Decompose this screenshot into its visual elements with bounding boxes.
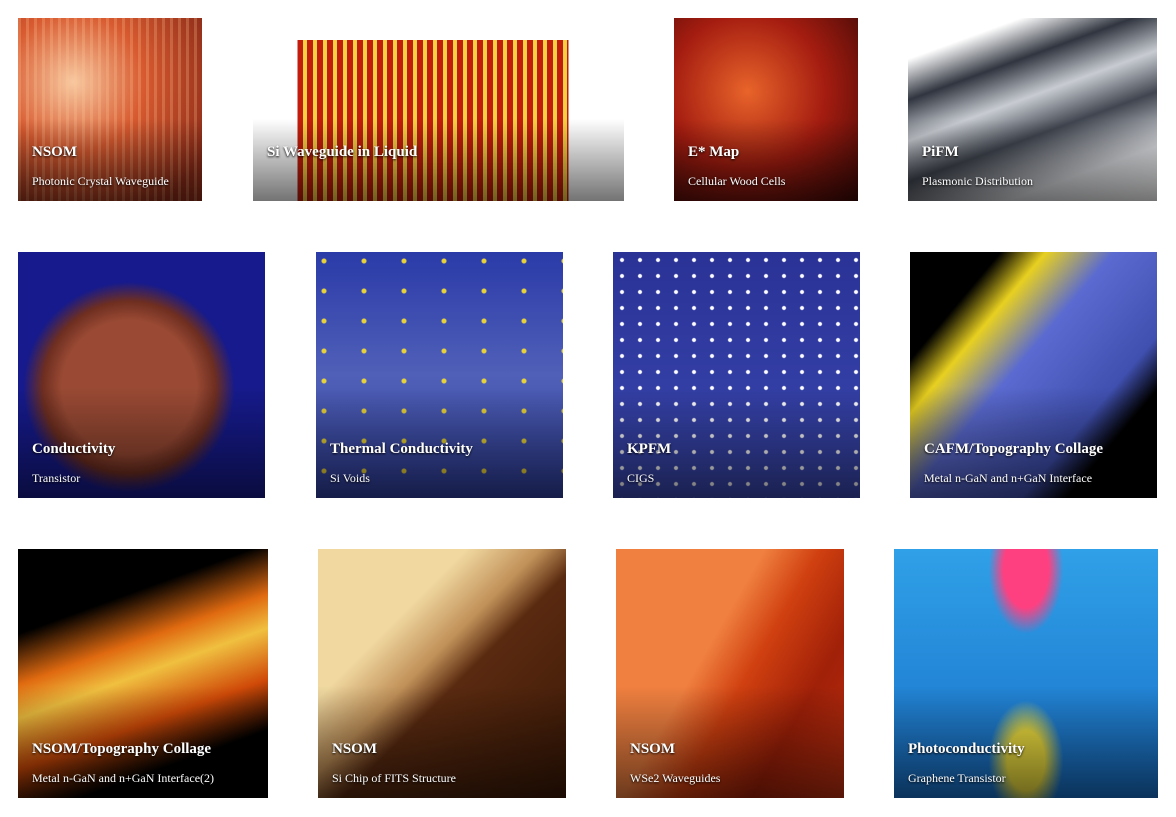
tile-subtitle: Graphene Transistor — [908, 771, 1006, 785]
tile-title: NSOM — [32, 144, 77, 160]
tile-title: PiFM — [922, 144, 959, 160]
tile-subtitle: Metal n-GaN and n+GaN Interface(2) — [32, 771, 215, 785]
caption-shade — [910, 387, 1157, 498]
gallery-tile[interactable]: NSOM/Topography Collage Metal n-GaN and n… — [18, 549, 268, 798]
tile-title: NSOM/Topography Collage — [32, 741, 212, 757]
tile-subtitle: WSe2 Waveguides — [630, 771, 721, 785]
gallery-tile[interactable]: Conductivity Transistor — [18, 252, 265, 498]
tile-title: CAFM/Topography Collage — [924, 441, 1104, 457]
gallery-tile[interactable]: NSOM Si Chip of FITS Structure — [318, 549, 566, 798]
tile-title: Conductivity — [32, 441, 116, 457]
gallery-tile[interactable]: NSOM Photonic Crystal Waveguide — [18, 18, 202, 201]
tile-title: NSOM — [332, 741, 377, 757]
tile-title: Si Waveguide in Liquid — [267, 144, 418, 160]
gallery-tile[interactable]: Photoconductivity Graphene Transistor — [894, 549, 1158, 798]
gallery-tile[interactable]: PiFM Plasmonic Distribution — [908, 18, 1157, 201]
tile-subtitle: Si Chip of FITS Structure — [332, 771, 457, 785]
gallery-tile[interactable]: E* Map Cellular Wood Cells — [674, 18, 858, 201]
tile-title: NSOM — [630, 741, 675, 757]
caption-shade — [908, 118, 1157, 201]
tile-subtitle: Si Voids — [330, 471, 370, 485]
gallery-tile[interactable]: Si Waveguide in Liquid — [253, 18, 624, 201]
gallery-tile[interactable]: KPFM CIGS — [613, 252, 860, 498]
tile-title: Photoconductivity — [908, 741, 1025, 757]
gallery-tile[interactable]: NSOM WSe2 Waveguides — [616, 549, 844, 798]
caption-shade — [18, 685, 268, 798]
tile-subtitle: CIGS — [627, 471, 655, 485]
caption-shade — [318, 685, 566, 798]
tile-subtitle: Cellular Wood Cells — [688, 174, 786, 188]
tile-subtitle: Transistor — [32, 471, 81, 485]
caption-shade — [18, 387, 265, 498]
caption-shade — [613, 387, 860, 498]
gallery-tile[interactable]: Thermal Conductivity Si Voids — [316, 252, 563, 498]
caption-shade — [894, 685, 1158, 798]
tile-subtitle: Photonic Crystal Waveguide — [32, 174, 169, 188]
tile-title: Thermal Conductivity — [330, 441, 473, 457]
caption-shade — [18, 118, 202, 201]
tile-subtitle: Metal n-GaN and n+GaN Interface — [924, 471, 1093, 485]
tile-title: KPFM — [627, 441, 672, 457]
caption-shade — [316, 387, 563, 498]
tile-title: E* Map — [688, 144, 740, 160]
tile-subtitle: Plasmonic Distribution — [922, 174, 1033, 188]
caption-shade — [616, 685, 844, 798]
caption-shade — [253, 118, 624, 201]
gallery-tile[interactable]: CAFM/Topography Collage Metal n-GaN and n… — [910, 252, 1157, 498]
caption-shade — [674, 118, 858, 201]
